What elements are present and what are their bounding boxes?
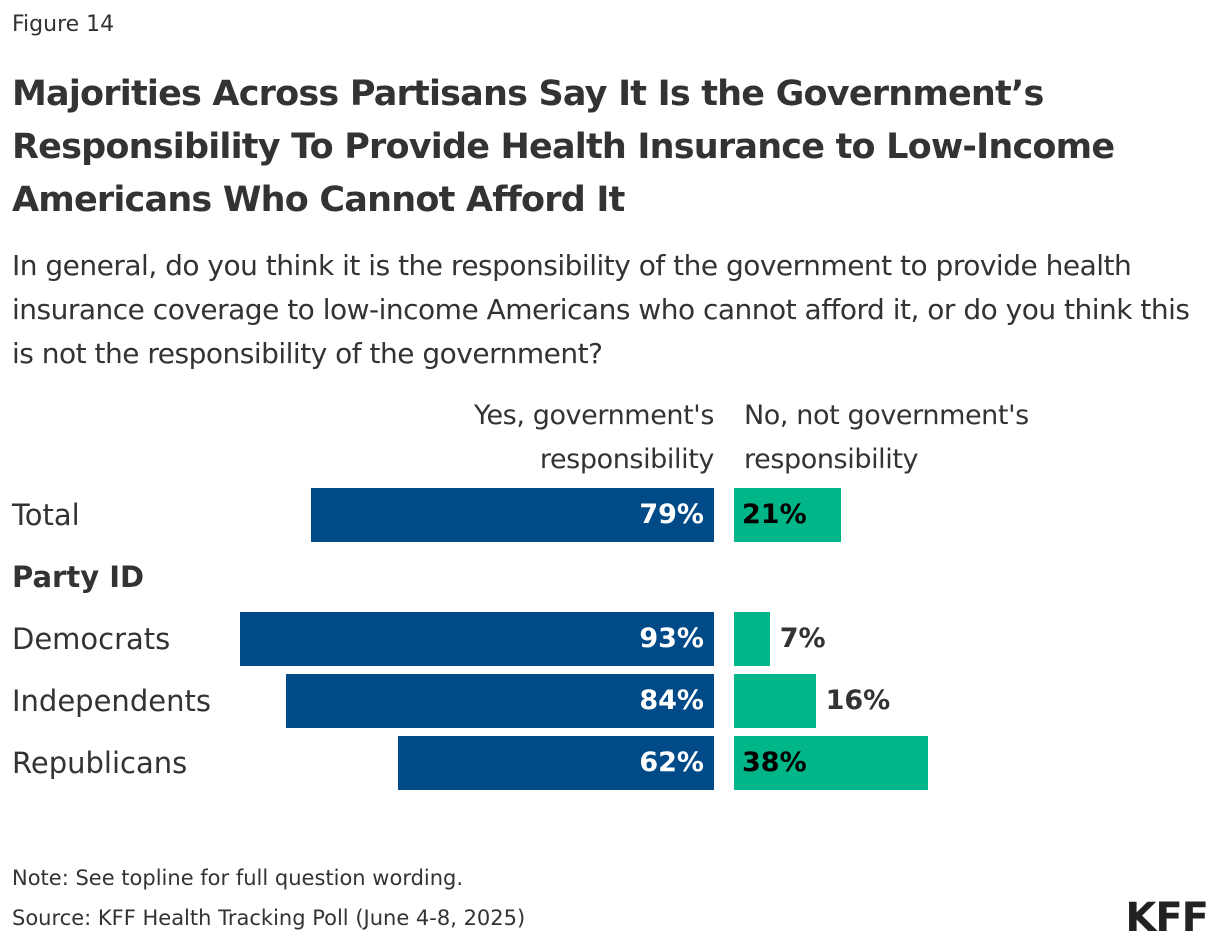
figure-label: Figure 14: [12, 12, 115, 37]
note: Note: See topline for full question word…: [12, 866, 464, 890]
row-label: Democrats: [12, 622, 171, 656]
value-label-yes: 79%: [639, 499, 704, 530]
legend-no: No, not government's responsibility: [744, 400, 1029, 475]
bar-no: [734, 736, 928, 790]
row-label: Total: [12, 498, 80, 532]
bar-yes: [311, 488, 714, 542]
row-label: Republicans: [12, 746, 188, 780]
bar-yes: [397, 736, 714, 790]
bar-no: [734, 674, 816, 728]
chart-title: Majorities Across Partisans Say It Is th…: [12, 74, 1115, 220]
chart-subtitle: In general, do you think it is the respo…: [12, 249, 1190, 370]
value-label-no: 21%: [742, 499, 807, 530]
value-label-no: 38%: [742, 747, 807, 778]
bar-no: [734, 488, 842, 542]
legend-yes: Yes, government's responsibility: [473, 400, 714, 475]
value-label-yes: 84%: [639, 685, 704, 716]
value-label-no: 7%: [779, 623, 826, 654]
bar-yes: [285, 674, 714, 728]
source: Source: KFF Health Tracking Poll (June 4…: [12, 906, 526, 930]
bar-no: [734, 612, 770, 666]
value-label-no: 16%: [825, 685, 891, 716]
value-label-yes: 62%: [639, 747, 704, 778]
bar-yes: [239, 612, 714, 666]
value-label-yes: 93%: [639, 623, 704, 654]
row-label: Independents: [12, 684, 211, 718]
group-label: Party ID: [12, 560, 145, 594]
kff-logo: KFF: [1125, 895, 1209, 941]
